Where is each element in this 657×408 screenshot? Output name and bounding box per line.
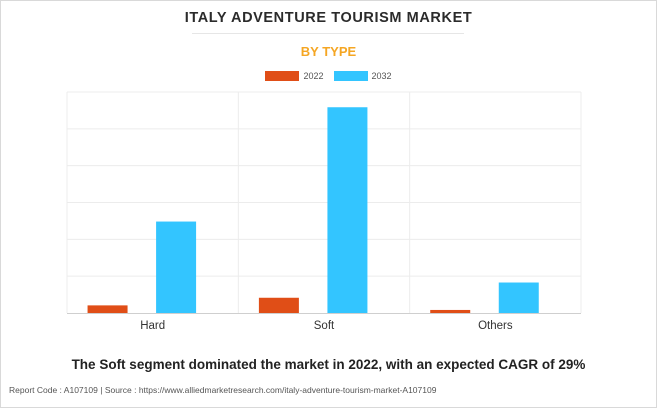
chart-legend: 2022 2032 (0, 71, 657, 81)
x-tick-label: Soft (314, 320, 335, 332)
source-text: Source : https://www.alliedmarketresearc… (104, 385, 437, 395)
footer: Report Code : A107109 | Source : https:/… (9, 385, 436, 395)
chart-caption: The Soft segment dominated the market in… (71, 357, 586, 372)
bar-2032-others (498, 282, 539, 313)
x-tick-label: Hard (140, 320, 165, 332)
bar-2032-hard (156, 221, 197, 313)
x-tick-label: Others (478, 320, 513, 332)
bar-2022-others (430, 309, 471, 313)
legend-label-2022: 2022 (303, 71, 324, 81)
legend-item-2022[interactable]: 2022 (265, 71, 324, 81)
legend-swatch-2032 (333, 71, 368, 81)
report-code: Report Code : A107109 (9, 385, 98, 395)
title-divider (192, 33, 464, 34)
footer-separator: | (100, 385, 103, 395)
legend-swatch-2022 (265, 71, 300, 81)
bar-2022-soft (258, 297, 299, 313)
bar-2032-soft (327, 107, 368, 313)
chart-subtitle: BY TYPE (300, 44, 357, 59)
bar-2022-hard (87, 305, 128, 313)
legend-label-2032: 2032 (371, 71, 392, 81)
legend-item-2032[interactable]: 2032 (333, 71, 392, 81)
chart-title: ITALY ADVENTURE TOURISM MARKET (184, 10, 473, 26)
